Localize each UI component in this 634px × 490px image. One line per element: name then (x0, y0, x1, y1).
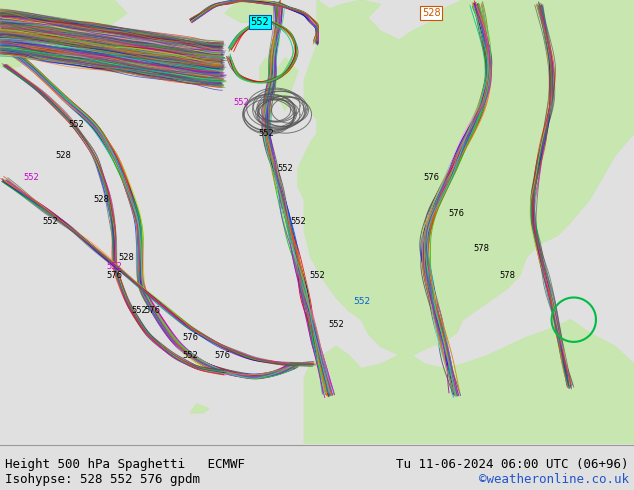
Text: 552: 552 (353, 297, 370, 306)
Text: 576: 576 (106, 271, 122, 280)
Text: 552: 552 (290, 218, 306, 226)
Text: 552: 552 (250, 17, 269, 27)
Text: 552: 552 (24, 173, 39, 182)
Text: 528: 528 (422, 8, 441, 18)
Text: 552: 552 (278, 164, 293, 173)
Text: 576: 576 (448, 209, 465, 218)
Text: ©weatheronline.co.uk: ©weatheronline.co.uk (479, 473, 629, 486)
Polygon shape (190, 404, 209, 413)
Text: 552: 552 (183, 351, 198, 360)
Text: 578: 578 (499, 271, 515, 280)
Text: 528: 528 (93, 196, 110, 204)
Text: Tu 11-06-2024 06:00 UTC (06+96): Tu 11-06-2024 06:00 UTC (06+96) (396, 458, 629, 471)
Text: Isohypse: 528 552 576 gpdm: Isohypse: 528 552 576 gpdm (5, 473, 200, 486)
Text: 576: 576 (144, 306, 160, 315)
Text: 578: 578 (474, 244, 490, 253)
Text: 528: 528 (119, 253, 135, 262)
Polygon shape (304, 319, 634, 444)
Text: 552: 552 (233, 98, 249, 107)
Text: 552: 552 (107, 262, 122, 271)
Polygon shape (0, 0, 127, 67)
Text: Height 500 hPa Spaghetti   ECMWF: Height 500 hPa Spaghetti ECMWF (5, 458, 245, 471)
Text: 552: 552 (43, 218, 58, 226)
Text: 552: 552 (309, 271, 325, 280)
Text: 528: 528 (55, 151, 72, 160)
Text: 552: 552 (132, 306, 147, 315)
Polygon shape (225, 0, 279, 22)
Text: 576: 576 (182, 333, 198, 342)
Polygon shape (304, 200, 431, 319)
Text: 576: 576 (423, 173, 439, 182)
Text: 552: 552 (328, 319, 344, 329)
Text: 552: 552 (259, 129, 274, 138)
Polygon shape (260, 58, 273, 80)
Text: 552: 552 (68, 120, 84, 129)
Text: 576: 576 (214, 351, 230, 360)
Polygon shape (273, 40, 279, 45)
Polygon shape (273, 58, 298, 111)
Polygon shape (298, 0, 634, 355)
